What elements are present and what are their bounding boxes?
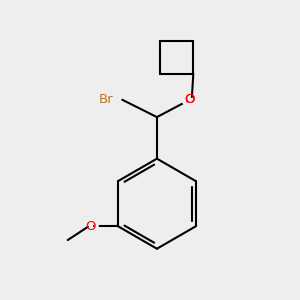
Text: O: O (184, 93, 195, 106)
Text: O: O (85, 220, 95, 233)
Text: O: O (80, 214, 100, 238)
Text: O: O (184, 93, 195, 106)
Text: O: O (180, 88, 200, 112)
Text: Br: Br (99, 93, 114, 106)
